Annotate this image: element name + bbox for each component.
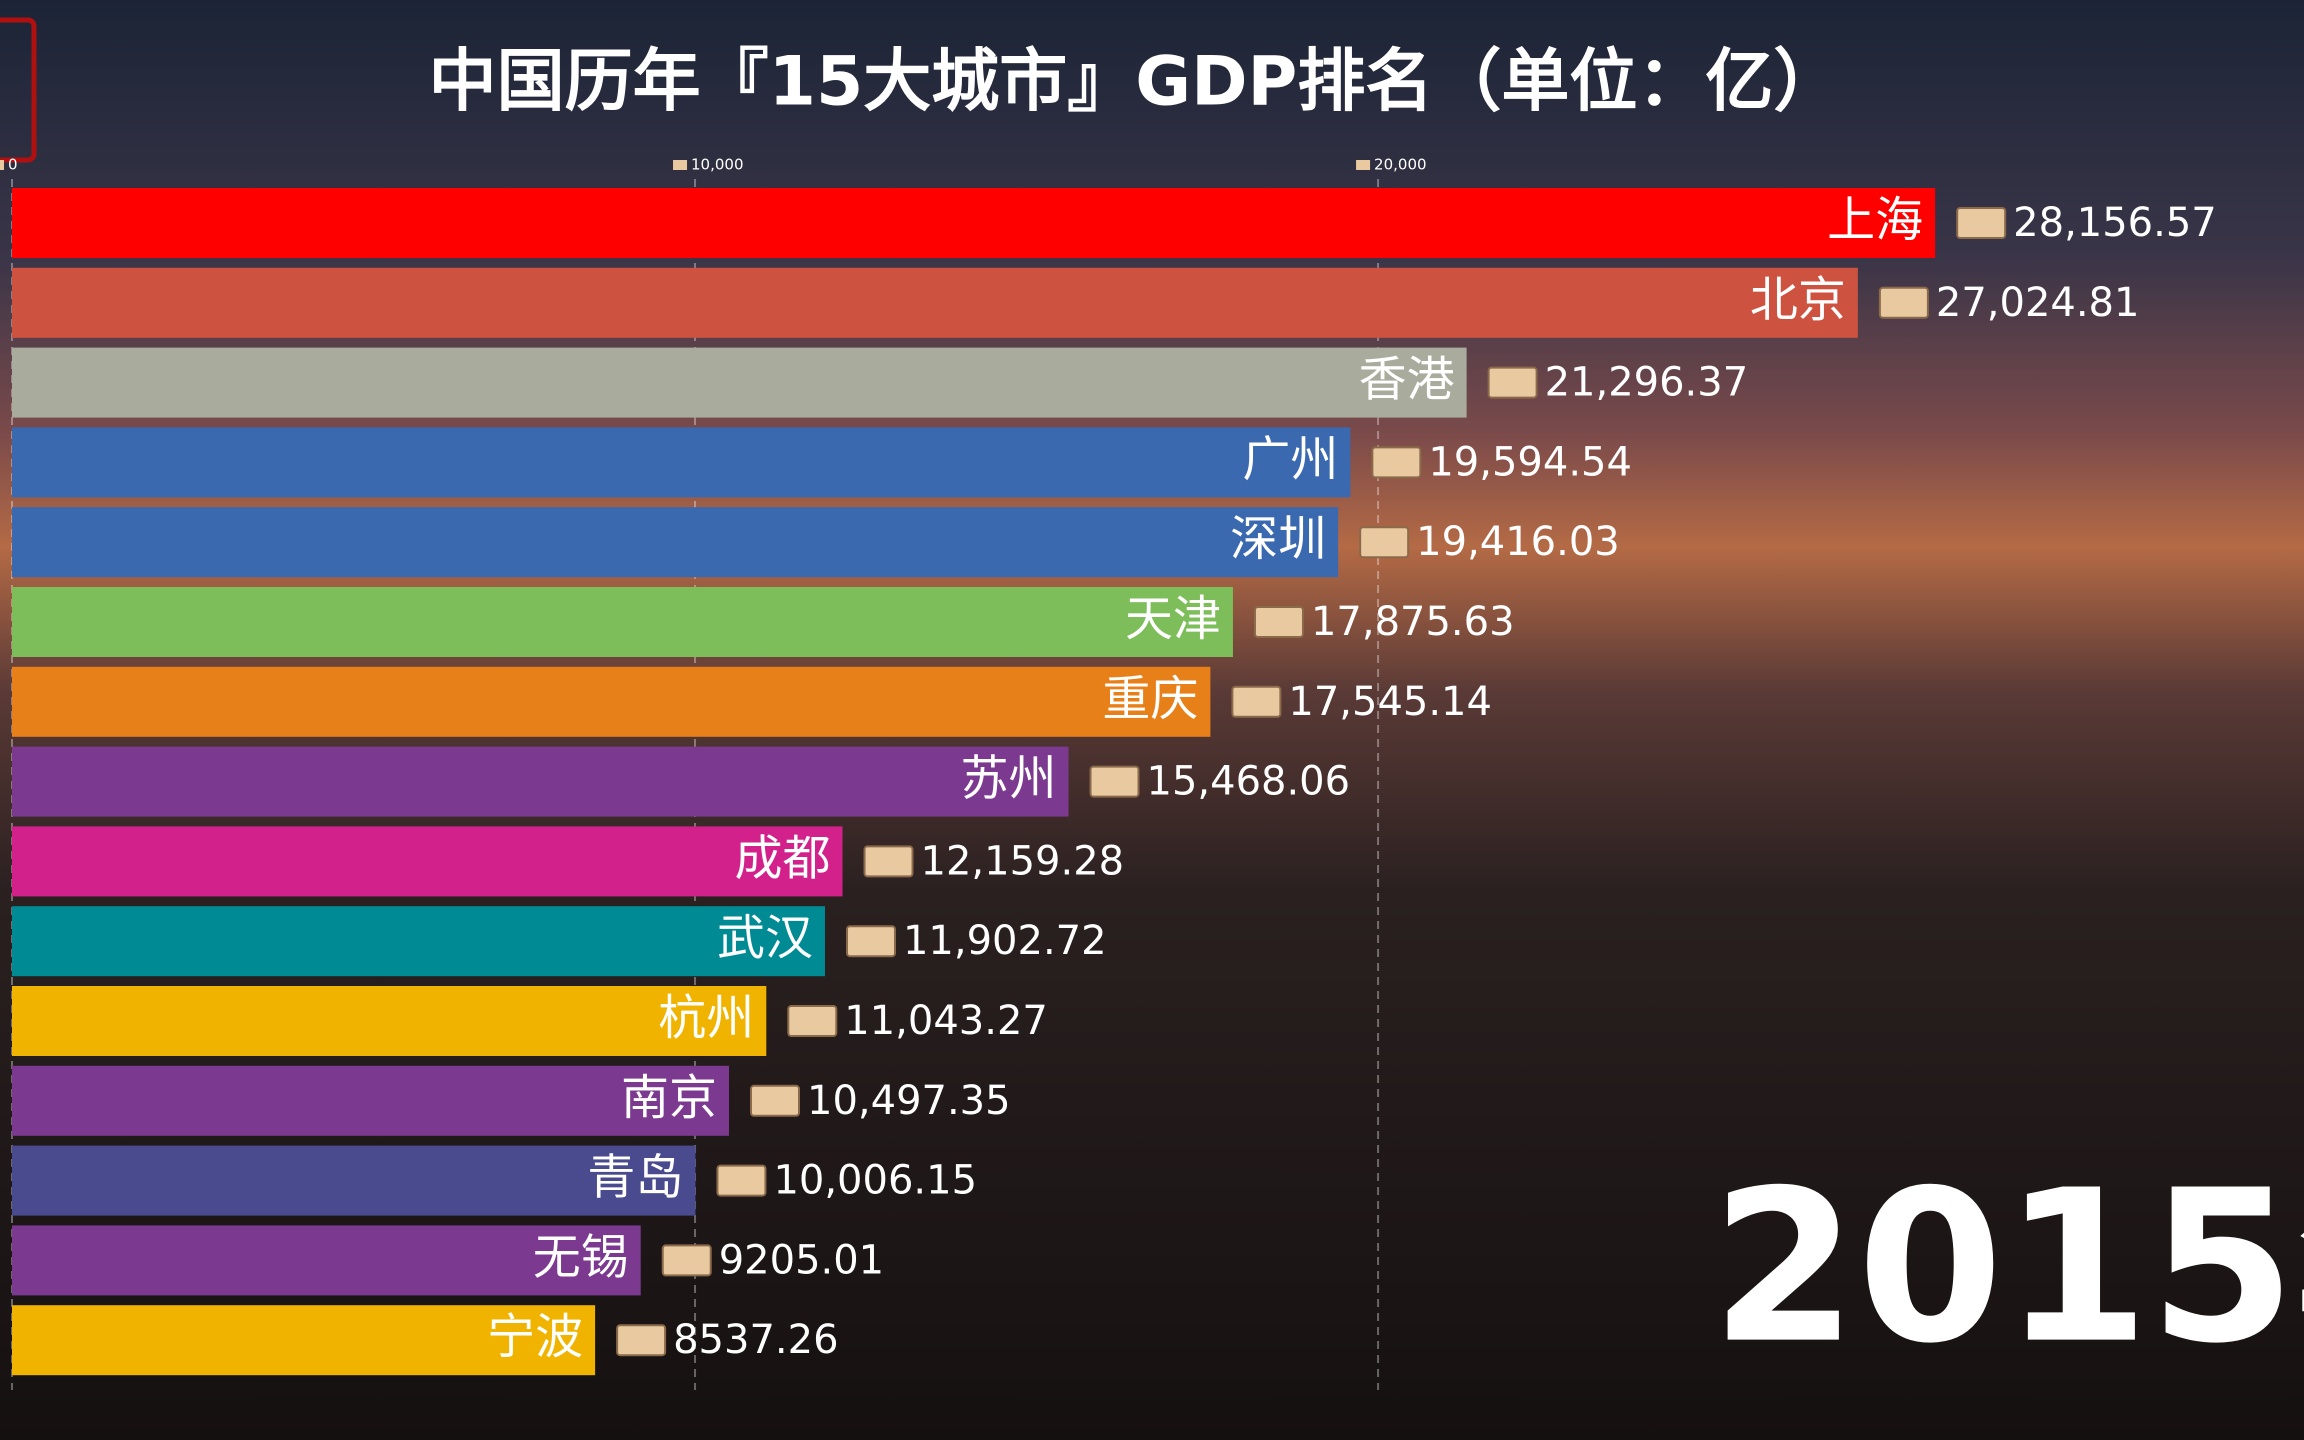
value-label: 10,006.15 — [773, 1158, 977, 1204]
bar — [12, 1305, 596, 1376]
bar — [12, 666, 1211, 737]
bar — [12, 347, 1467, 418]
money-icon — [673, 160, 688, 170]
bar — [12, 427, 1351, 498]
bar — [12, 267, 1858, 338]
bar — [12, 587, 1233, 657]
money-icon — [716, 1164, 767, 1197]
value-label: 27,024.81 — [1936, 280, 2140, 326]
money-icon — [1089, 765, 1140, 798]
bar-label: 上海 — [1827, 192, 1923, 248]
bar-label: 深圳 — [1230, 511, 1326, 567]
bar-label: 成都 — [735, 830, 831, 886]
bar-label: 苏州 — [960, 751, 1056, 807]
x-tick-label: 10,000 — [691, 156, 744, 174]
value-label: 8537.26 — [673, 1317, 838, 1363]
money-icon — [616, 1324, 667, 1357]
bar — [12, 1145, 696, 1216]
value-label: 17,545.14 — [1288, 679, 1492, 725]
bar — [12, 826, 843, 897]
bar-label: 北京 — [1750, 272, 1846, 328]
bar — [12, 507, 1339, 578]
bar-label: 重庆 — [1102, 671, 1198, 727]
value-label: 9205.01 — [719, 1237, 884, 1283]
money-icon — [750, 1084, 801, 1117]
bar-label: 宁波 — [487, 1309, 583, 1365]
x-tick-label: 0 — [8, 156, 18, 174]
money-icon — [845, 925, 896, 958]
seal — [0, 17, 37, 163]
bar — [12, 746, 1069, 817]
money-icon — [1253, 606, 1304, 638]
money-icon — [1231, 685, 1282, 718]
value-label: 17,875.63 — [1311, 599, 1515, 645]
money-icon — [0, 160, 4, 170]
bar-label: 武汉 — [717, 910, 813, 966]
value-label: 28,156.57 — [2013, 200, 2217, 246]
bar — [12, 906, 825, 977]
value-label: 19,594.54 — [1428, 439, 1632, 485]
money-icon — [1878, 286, 1929, 319]
chart-title: 中国历年『15大城市』GDP排名（单位：亿） — [429, 43, 1842, 122]
bar-label: 广州 — [1242, 431, 1338, 487]
value-label: 11,902.72 — [903, 918, 1107, 964]
money-icon — [661, 1244, 712, 1277]
bar-label: 天津 — [1125, 591, 1221, 647]
bar — [12, 1065, 730, 1136]
value-label: 21,296.37 — [1545, 360, 1749, 406]
money-icon — [787, 1005, 838, 1037]
year-label: 2015年 — [1711, 1145, 2304, 1390]
bar — [12, 1225, 641, 1296]
money-icon — [863, 845, 914, 878]
money-icon — [1956, 207, 2007, 239]
bar — [12, 986, 767, 1056]
bar — [12, 188, 1936, 258]
bar-label: 南京 — [621, 1070, 717, 1126]
money-icon — [1356, 160, 1371, 170]
money-icon — [1371, 446, 1422, 479]
value-label: 10,497.35 — [807, 1078, 1011, 1124]
money-icon — [1487, 366, 1538, 399]
value-label: 15,468.06 — [1147, 759, 1351, 805]
value-label: 12,159.28 — [921, 838, 1125, 884]
money-icon — [1359, 526, 1410, 559]
x-tick-label: 20,000 — [1374, 156, 1427, 174]
value-label: 19,416.03 — [1416, 519, 1620, 565]
bar-label: 杭州 — [658, 990, 754, 1046]
bar-label: 无锡 — [533, 1229, 629, 1285]
value-label: 11,043.27 — [844, 998, 1048, 1044]
bar-label: 香港 — [1359, 352, 1455, 408]
bar-label: 青岛 — [587, 1150, 683, 1206]
